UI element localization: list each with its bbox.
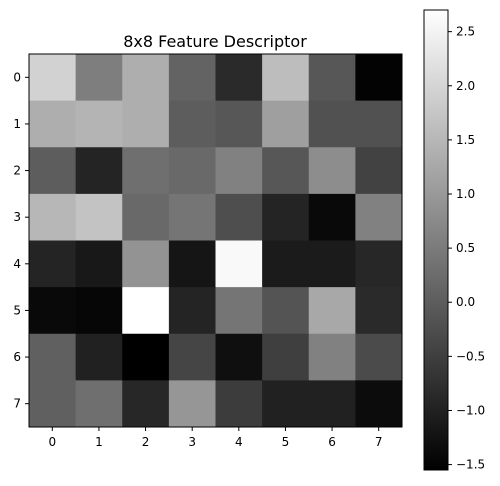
heatmap-cell-r2-c0	[29, 147, 76, 194]
heatmap-cell-r7-c3	[169, 380, 216, 427]
y-tick-label: 6	[13, 350, 21, 364]
heatmap-cell-r4-c4	[216, 241, 263, 288]
heatmap-cell-r1-c4	[216, 101, 263, 148]
colorbar-tick-label: 2.5	[456, 25, 475, 39]
heatmap-cell-r1-c6	[309, 101, 356, 148]
heatmap-cell-r3-c4	[216, 194, 263, 241]
heatmap-cell-r0-c6	[309, 54, 356, 101]
heatmap-cell-r5-c1	[76, 287, 123, 334]
colorbar	[424, 10, 448, 470]
heatmap-cell-r4-c7	[355, 241, 402, 288]
heatmap-cell-r0-c4	[216, 54, 263, 101]
heatmap-cell-r2-c4	[216, 147, 263, 194]
chart-title: 8x8 Feature Descriptor	[123, 32, 307, 51]
y-axis-ticks: 0 1 2 3 4 5 6 7	[13, 70, 29, 410]
colorbar-tick-label: 1.5	[456, 133, 475, 147]
heatmap-cell-r3-c6	[309, 194, 356, 241]
heatmap-cell-r4-c6	[309, 241, 356, 288]
heatmap-cell-r4-c5	[262, 241, 309, 288]
colorbar-tick-label: 0.0	[456, 295, 475, 309]
heatmap-cell-r2-c7	[355, 147, 402, 194]
heatmap-cell-r5-c6	[309, 287, 356, 334]
heatmap-cell-r1-c7	[355, 101, 402, 148]
heatmap-cell-r3-c0	[29, 194, 76, 241]
heatmap-cell-r7-c0	[29, 380, 76, 427]
heatmap-cell-r3-c7	[355, 194, 402, 241]
heatmap-cell-r4-c2	[122, 241, 169, 288]
heatmap-cell-r0-c3	[169, 54, 216, 101]
heatmap-cell-r4-c3	[169, 241, 216, 288]
x-tick-label: 4	[235, 435, 243, 449]
heatmap-cell-r5-c2	[122, 287, 169, 334]
x-tick-label: 7	[375, 435, 383, 449]
heatmap-cell-r0-c1	[76, 54, 123, 101]
x-tick-label: 2	[142, 435, 150, 449]
heatmap-cell-r5-c7	[355, 287, 402, 334]
heatmap-cell-r2-c2	[122, 147, 169, 194]
heatmap-cell-r5-c4	[216, 287, 263, 334]
heatmap-cell-r7-c1	[76, 380, 123, 427]
y-tick-label: 2	[13, 164, 21, 178]
colorbar-tick-label: −1.5	[456, 458, 485, 472]
heatmap-cell-r7-c4	[216, 380, 263, 427]
y-tick-label: 1	[13, 117, 21, 131]
heatmap-cell-r2-c1	[76, 147, 123, 194]
heatmap-cell-r6-c2	[122, 334, 169, 381]
heatmap-cell-r7-c7	[355, 380, 402, 427]
heatmap-cell-r0-c5	[262, 54, 309, 101]
heatmap-cell-r2-c5	[262, 147, 309, 194]
heatmap-cell-r3-c1	[76, 194, 123, 241]
colorbar-tick-label: 2.0	[456, 79, 475, 93]
heatmap-cell-r0-c7	[355, 54, 402, 101]
heatmap-cell-r1-c5	[262, 101, 309, 148]
y-tick-label: 3	[13, 210, 21, 224]
heatmap-cell-r6-c6	[309, 334, 356, 381]
heatmap-cell-r3-c5	[262, 194, 309, 241]
heatmap-cell-r6-c1	[76, 334, 123, 381]
heatmap-cell-r5-c0	[29, 287, 76, 334]
y-tick-label: 7	[13, 397, 21, 411]
colorbar-tick-label: −1.0	[456, 403, 485, 417]
colorbar-tick-label: −0.5	[456, 349, 485, 363]
heatmap-cell-r6-c5	[262, 334, 309, 381]
heatmap-cell-r1-c2	[122, 101, 169, 148]
heatmap-cell-r5-c5	[262, 287, 309, 334]
heatmap-cell-r0-c0	[29, 54, 76, 101]
heatmap-cell-r1-c1	[76, 101, 123, 148]
heatmap-cell-r2-c6	[309, 147, 356, 194]
heatmap-cell-r7-c2	[122, 380, 169, 427]
heatmap-cell-r5-c3	[169, 287, 216, 334]
heatmap-cell-r6-c0	[29, 334, 76, 381]
colorbar-ticks: 2.5 2.0 1.5 1.0 0.5 0.0 −0.5 −1.0 −1.5	[448, 25, 485, 472]
x-tick-label: 0	[48, 435, 56, 449]
heatmap-cell-r7-c6	[309, 380, 356, 427]
x-axis-ticks: 0 1 2 3 4 5 6 7	[48, 427, 382, 449]
colorbar-tick-label: 0.5	[456, 241, 475, 255]
heatmap-cell-r4-c1	[76, 241, 123, 288]
y-tick-label: 4	[13, 257, 21, 271]
y-tick-label: 0	[13, 70, 21, 84]
heatmap-cell-r7-c5	[262, 380, 309, 427]
heatmap-cell-r6-c7	[355, 334, 402, 381]
heatmap-cells	[29, 54, 403, 428]
colorbar-tick-label: 1.0	[456, 187, 475, 201]
y-tick-label: 5	[13, 303, 21, 317]
heatmap-cell-r6-c3	[169, 334, 216, 381]
heatmap-cell-r2-c3	[169, 147, 216, 194]
heatmap-cell-r3-c3	[169, 194, 216, 241]
heatmap-cell-r1-c3	[169, 101, 216, 148]
x-tick-label: 6	[328, 435, 336, 449]
heatmap-cell-r6-c4	[216, 334, 263, 381]
x-tick-label: 5	[282, 435, 290, 449]
x-tick-label: 1	[95, 435, 103, 449]
heatmap-cell-r0-c2	[122, 54, 169, 101]
heatmap-cell-r3-c2	[122, 194, 169, 241]
x-tick-label: 3	[188, 435, 196, 449]
heatmap-cell-r4-c0	[29, 241, 76, 288]
heatmap-cell-r1-c0	[29, 101, 76, 148]
